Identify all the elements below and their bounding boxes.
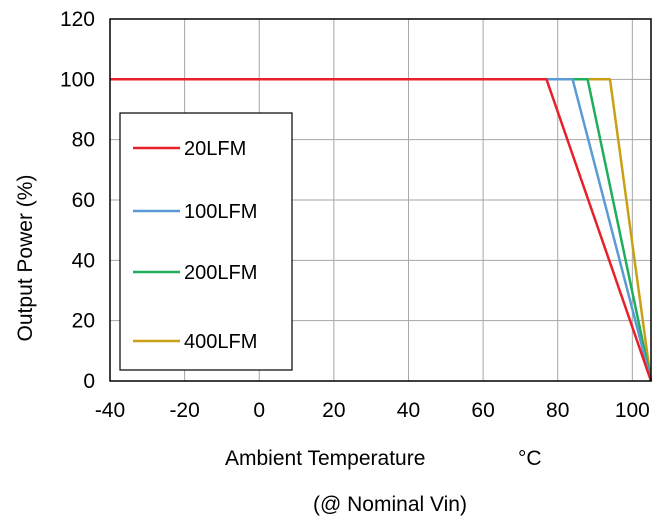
legend-label-400lfm: 400LFM [184,331,257,353]
x-tick-label: 80 [546,399,569,422]
y-tick-label: 100 [60,68,95,91]
y-tick-label: 20 [72,310,95,333]
legend: 20LFM 100LFM 200LFM 400LFM [119,112,293,371]
plot-frame [109,18,652,382]
x-tick-label: -20 [169,399,199,422]
legend-box [119,112,293,371]
x-tick-label: 20 [322,399,345,422]
legend-label-200lfm: 200LFM [184,262,257,284]
y-tick-label: 80 [72,129,95,152]
y-tick-label: 0 [83,370,95,393]
x-tick-label: 0 [253,399,265,422]
y-tick-label: 40 [72,249,95,272]
condition-note: (@ Nominal Vin) [313,493,467,516]
x-tick-label: 40 [397,399,420,422]
series-line-20lfm [110,78,653,382]
x-tick-labels: -40 -20 0 20 40 60 80 100 [95,399,650,422]
y-tick-labels: 0 20 40 60 80 100 120 [60,8,95,393]
x-tick-label: 100 [615,399,650,422]
series-layer [110,78,653,382]
legend-label-20lfm: 20LFM [184,138,246,160]
x-tick-label: 60 [471,399,494,422]
x-tick-label: -40 [95,399,125,422]
x-axis-unit: °C [518,447,542,470]
y-tick-label: 60 [72,189,95,212]
y-axis-title: Output Power (%) [14,175,37,342]
y-tick-label: 120 [60,8,95,31]
legend-label-100lfm: 100LFM [184,201,257,223]
x-axis-title: Ambient Temperature [225,447,425,470]
